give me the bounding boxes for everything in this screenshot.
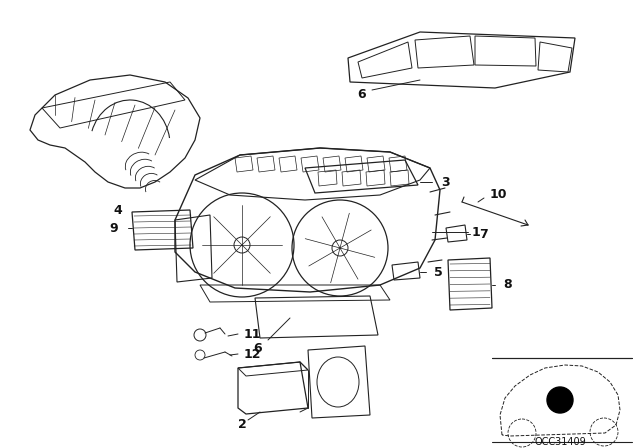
Text: 8: 8 (504, 279, 512, 292)
Text: 3: 3 (442, 176, 451, 189)
Text: 12: 12 (243, 348, 260, 361)
Text: 10: 10 (489, 188, 507, 201)
Text: 11: 11 (243, 327, 260, 340)
Text: 9: 9 (109, 221, 118, 234)
Circle shape (547, 387, 573, 413)
Text: 5: 5 (434, 266, 442, 279)
Text: 6: 6 (253, 341, 262, 354)
Text: 1: 1 (472, 225, 481, 238)
Text: 4: 4 (114, 203, 122, 216)
Text: 6: 6 (358, 89, 366, 102)
Text: 7: 7 (479, 228, 488, 241)
Text: OCC31409: OCC31409 (534, 437, 586, 447)
Text: 2: 2 (237, 418, 246, 431)
